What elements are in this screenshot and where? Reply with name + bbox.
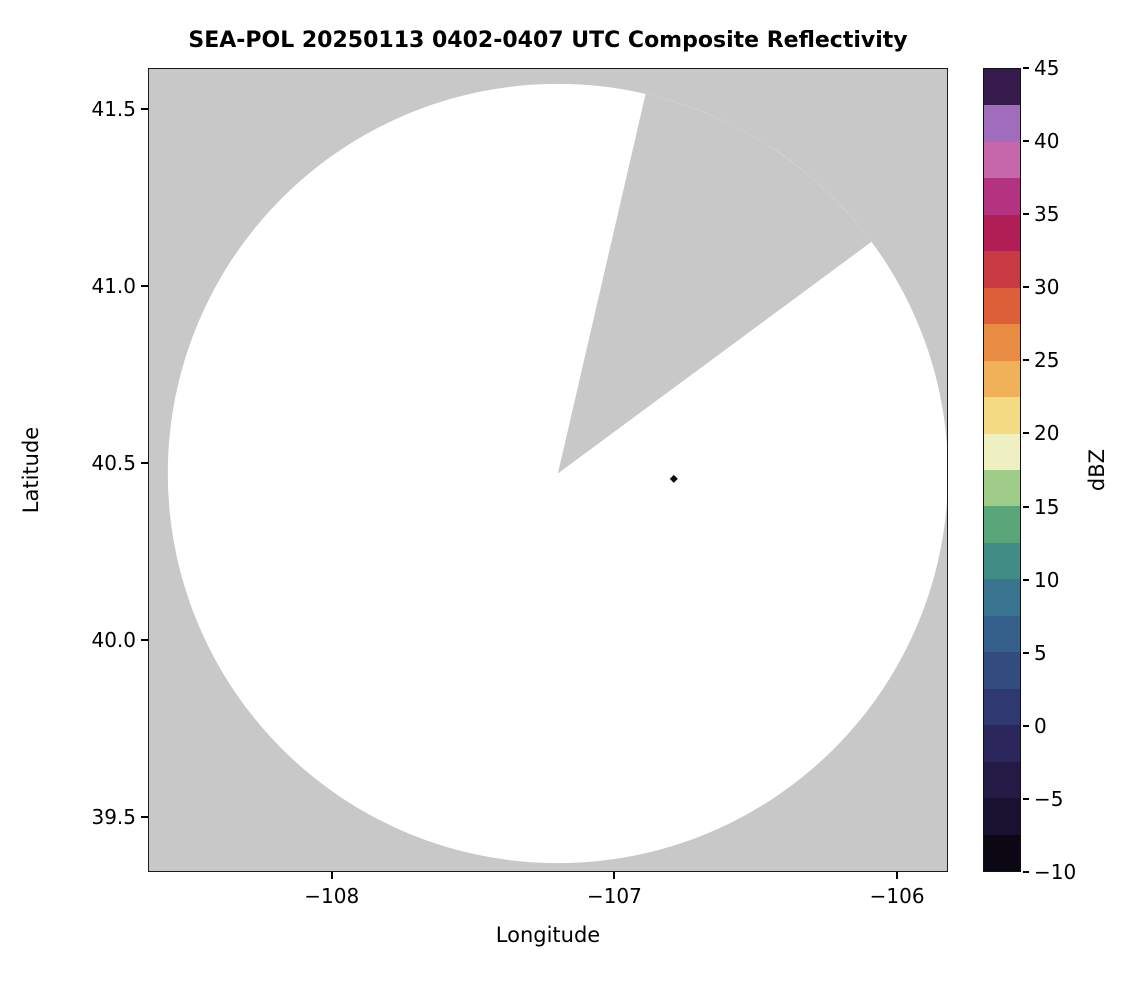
- colorbar-segment: [984, 251, 1020, 288]
- y-tick-label: 39.5: [91, 805, 136, 830]
- colorbar-tick-mark: [1023, 359, 1029, 362]
- colorbar-tick-label: 30: [1034, 275, 1060, 300]
- plot-area: [148, 68, 948, 872]
- colorbar-segment: [984, 834, 1020, 871]
- colorbar-segment: [984, 652, 1020, 689]
- colorbar-tick-label: 25: [1034, 348, 1060, 373]
- y-tick-label: 40.5: [91, 450, 136, 475]
- colorbar-tick-mark: [1023, 797, 1029, 800]
- colorbar-segment: [984, 469, 1020, 507]
- colorbar-tick-label: 20: [1034, 421, 1060, 446]
- colorbar-segment: [984, 506, 1020, 543]
- colorbar-segment: [984, 579, 1020, 616]
- colorbar-tick-label: 5: [1034, 640, 1047, 665]
- y-tick-label: 41.0: [91, 273, 136, 298]
- colorbar-tick-label: 45: [1034, 56, 1060, 80]
- colorbar-tick-mark: [1023, 724, 1029, 727]
- colorbar-segment: [984, 433, 1020, 470]
- radar-plot-svg: [148, 68, 948, 872]
- colorbar-segment: [984, 397, 1020, 434]
- y-tick-label: 41.5: [91, 96, 136, 121]
- colorbar-segment: [984, 324, 1020, 361]
- colorbar-tick-label: 40: [1034, 129, 1060, 154]
- colorbar-tick-mark: [1023, 432, 1029, 435]
- colorbar-segment: [984, 105, 1020, 142]
- colorbar-tick-mark: [1023, 67, 1029, 69]
- y-tick-mark: [141, 107, 148, 110]
- colorbar-segment: [984, 615, 1020, 653]
- colorbar-segment: [984, 360, 1020, 398]
- colorbar-segment: [984, 798, 1020, 835]
- colorbar-tick-label: 10: [1034, 567, 1060, 592]
- x-tick-label: −108: [304, 884, 360, 908]
- colorbar-tick-label: 35: [1034, 202, 1060, 227]
- colorbar-tick-mark: [1023, 505, 1029, 508]
- colorbar-segment: [984, 688, 1020, 726]
- colorbar-segment: [984, 69, 1020, 106]
- colorbar-label: dBZ: [1085, 448, 1109, 492]
- colorbar-tick-mark: [1023, 578, 1029, 581]
- colorbar-tick-label: 15: [1034, 494, 1060, 519]
- x-tick-mark: [896, 872, 899, 879]
- colorbar-tick-mark: [1023, 871, 1029, 873]
- colorbar-tick-mark: [1023, 140, 1029, 143]
- x-tick-mark: [613, 872, 616, 879]
- y-tick-mark: [141, 816, 148, 819]
- blocked-sector: [557, 93, 872, 474]
- colorbar-tick-mark: [1023, 213, 1029, 216]
- colorbar-tick-label: −5: [1034, 786, 1064, 811]
- colorbar-segment: [984, 725, 1020, 762]
- x-axis-label: Longitude: [495, 923, 601, 947]
- colorbar-segment: [984, 287, 1020, 325]
- chart-title: SEA-POL 20250113 0402-0407 UTC Composite…: [188, 28, 908, 53]
- x-tick-label: −106: [869, 884, 925, 908]
- colorbar-segment: [984, 178, 1020, 215]
- colorbar-tick-label: 0: [1034, 713, 1047, 738]
- x-tick-mark: [330, 872, 333, 879]
- colorbar-segment: [984, 542, 1020, 580]
- x-tick-label: −107: [586, 884, 642, 908]
- colorbar-tick-mark: [1023, 286, 1029, 289]
- colorbar-segment: [984, 214, 1020, 252]
- colorbar-tick-mark: [1023, 651, 1029, 654]
- echo-point: [669, 474, 678, 483]
- colorbar-tick-label: −10: [1034, 860, 1077, 884]
- colorbar: [983, 68, 1021, 872]
- colorbar-segment: [984, 761, 1020, 799]
- y-tick-mark: [141, 284, 148, 287]
- colorbar-segment: [984, 141, 1020, 179]
- y-tick-mark: [141, 639, 148, 641]
- y-tick-mark: [141, 461, 148, 464]
- plot-frame: [148, 68, 948, 872]
- y-tick-label: 40.0: [91, 628, 136, 652]
